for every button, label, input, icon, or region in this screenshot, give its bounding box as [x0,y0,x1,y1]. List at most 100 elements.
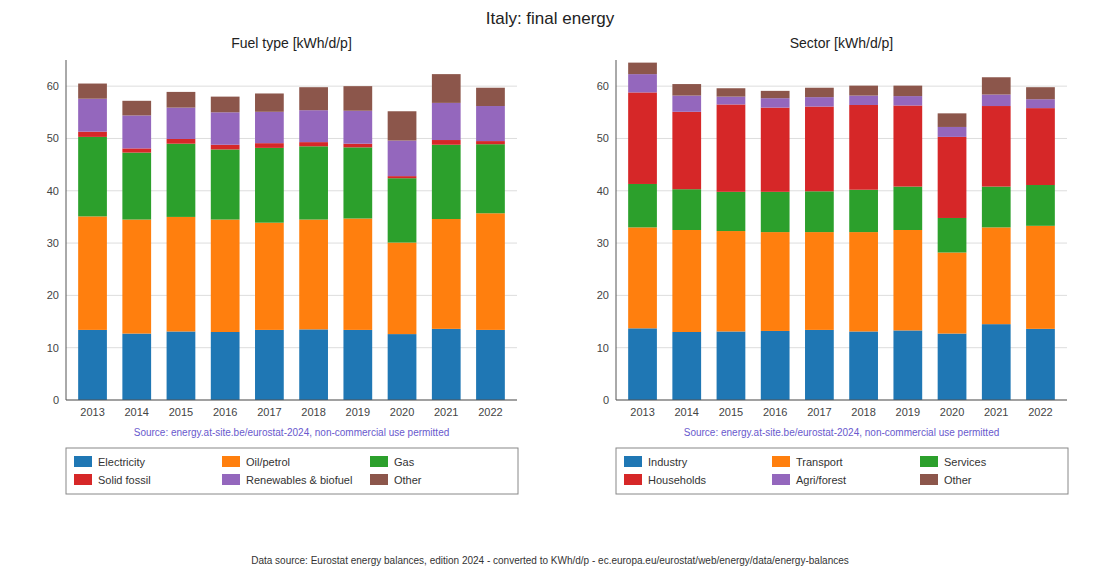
bar-segment [122,220,151,334]
x-tick-label: 2015 [169,406,193,418]
x-tick-label: 2022 [1028,406,1052,418]
bar-segment [255,112,284,143]
bar-segment [211,145,240,150]
annotation: Source: energy.at-site.be/eurostat-2024,… [684,427,1000,438]
bar-segment [167,139,196,144]
bar-segment [388,111,417,140]
bar-segment [1026,226,1055,329]
bar-segment [893,187,922,230]
bar-segment [982,95,1011,107]
x-tick-label: 2018 [301,406,325,418]
bar-segment [476,330,505,400]
legend: ElectricityOil/petrolGasSolid fossilRene… [66,448,518,494]
bar-segment [805,330,834,400]
bar-segment [672,332,701,400]
bar-segment [211,112,240,144]
bar-segment [805,88,834,97]
bar-segment [78,137,107,217]
bar-segment [672,189,701,230]
bar-segment [211,149,240,219]
x-axis-line [616,400,1067,401]
bar-segment [122,101,151,116]
bar-segment [805,232,834,330]
x-tick-label: 2014 [125,406,149,418]
chart-title: Sector [kWh/d/p] [790,35,893,51]
legend-label: Industry [648,456,688,468]
x-tick-label: 2021 [434,406,458,418]
bar-segment [78,132,107,137]
bar-segment [672,84,701,96]
bar-segment [211,220,240,332]
x-tick-label: 2022 [478,406,502,418]
bar-segment [761,98,790,107]
bar-segment [388,334,417,400]
bar-segment [849,232,878,331]
bar-segment [432,140,461,145]
bar-segment [476,106,505,141]
y-tick-label: 20 [597,289,609,301]
bar-segment [982,77,1011,94]
legend-swatch [772,456,790,467]
bar-segment [167,217,196,332]
bar-segment [672,112,701,189]
x-tick-label: 2018 [851,406,875,418]
bar-segment [432,74,461,103]
grid-line [66,400,517,401]
bar-segment [805,191,834,232]
bar-segment [761,91,790,98]
grid-line [616,400,1067,401]
x-tick-label: 2013 [630,406,654,418]
bar-segment [805,97,834,106]
bar-segment [628,184,657,227]
bar-segment [849,96,878,105]
bar-segment [255,93,284,111]
y-tick-label: 60 [597,80,609,92]
bar-segment [893,230,922,330]
y-tick-label: 0 [603,394,609,406]
bar-segment [167,92,196,108]
legend-swatch [772,474,790,485]
bar-segment [849,105,878,190]
x-tick-label: 2016 [763,406,787,418]
x-tick-label: 2016 [213,406,237,418]
bar-segment [672,230,701,332]
x-axis-line [66,400,517,401]
bar-segment [849,86,878,96]
legend-label: Transport [796,456,843,468]
bar-segment [299,87,328,110]
legend-label: Gas [394,456,415,468]
legend-swatch [920,456,938,467]
bar-segment [476,141,505,144]
bar-segment [122,334,151,400]
bar-segment [982,227,1011,324]
bar-segment [717,88,746,96]
legend-swatch [370,474,388,485]
bar-segment [1026,108,1055,185]
bar-segment [893,96,922,105]
panel: 0102030405060201320142015201620172018201… [47,35,518,494]
legend-label: Other [944,474,972,486]
x-tick-label: 2013 [80,406,104,418]
legend-swatch [370,456,388,467]
bar-segment [343,330,372,400]
legend-label: Services [944,456,987,468]
bar-segment [476,88,505,106]
bar-segment [78,99,107,132]
bar-segment [388,243,417,335]
bars [78,74,505,400]
x-tick-label: 2020 [940,406,964,418]
y-tick-label: 60 [47,80,59,92]
figure: Italy: final energy010203040506020132014… [0,0,1100,572]
legend-swatch [222,456,240,467]
bar-segment [761,331,790,400]
bar-segment [893,86,922,96]
legend: IndustryTransportServicesHouseholdsAgri/… [616,448,1068,494]
bar-segment [78,84,107,99]
bar-segment [299,146,328,219]
bar-segment [299,142,328,146]
background [0,0,1100,572]
bar-segment [388,176,417,178]
bar-segment [805,107,834,192]
legend-swatch [920,474,938,485]
bar-segment [938,218,967,253]
